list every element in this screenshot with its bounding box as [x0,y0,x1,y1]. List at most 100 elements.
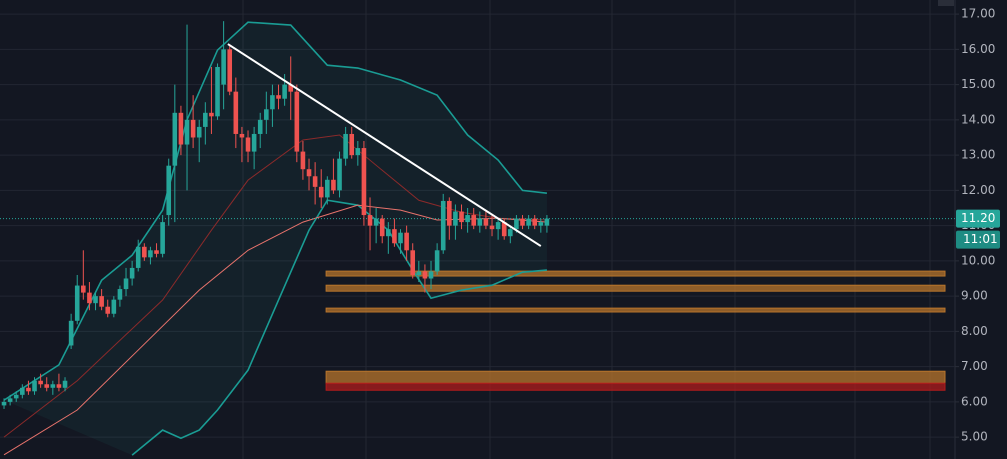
candle-body [239,133,245,138]
candle-body [135,246,141,268]
candle-body [142,246,147,258]
candle-body [172,112,178,166]
candle-body [74,285,80,321]
candle-body [221,49,226,85]
candle-body [245,137,251,152]
candle-body [7,398,13,402]
corner-button[interactable] [938,0,954,6]
candle-body [331,179,336,191]
candle-body [166,165,172,216]
candle-body [44,384,50,388]
candle-body [318,186,324,198]
candle-body [453,211,458,226]
candle-body [288,84,294,92]
y-tick-label: 7.00 [961,359,988,373]
zone [325,284,946,292]
candle-body [392,229,397,244]
candle-body [105,306,111,314]
candle-body [251,133,257,152]
candle-body [160,222,165,254]
candle-body [544,218,550,226]
candle-body [343,133,348,159]
candle-body [215,66,220,117]
candle-body [264,109,269,120]
candle-body [20,387,25,395]
candle-body [422,271,428,279]
candle-body [233,91,239,134]
y-tick-label: 6.00 [961,394,988,408]
candle-body [13,394,19,399]
candle-body [532,218,538,226]
candle-body [300,151,306,170]
candle-body [447,200,452,226]
y-tick-label: 10.00 [961,253,995,267]
candle-body [495,222,501,230]
y-tick-label: 9.00 [961,289,988,303]
candle-body [111,299,117,314]
candle-body [32,380,37,392]
candle-body [483,218,489,226]
candle-body [434,250,440,272]
price-tag [956,209,1000,228]
candle-body [38,380,43,385]
countdown-tag [956,230,1000,249]
candle-body [367,215,373,226]
candle-body [178,112,184,145]
y-tick-label: 8.00 [961,324,988,338]
candle-body [276,95,281,99]
candle-body [190,119,196,138]
countdown-label: 11:01 [963,232,998,246]
y-tick-label: 12.00 [961,183,995,197]
candle-body [93,296,98,304]
candle-body [404,232,409,251]
candle-body [68,320,74,346]
zone [325,307,946,313]
y-tick-label: 16.00 [961,42,995,56]
y-tick-label: 15.00 [961,77,995,91]
candle-body [50,384,56,388]
candle-body [87,292,92,304]
candle-body [373,218,379,226]
candle-body [361,148,367,216]
zone [325,370,946,384]
candle-body [477,218,483,226]
candle-body [184,119,190,145]
candle-body [508,229,513,237]
indicator-line [3,21,548,401]
candle-body [312,176,318,187]
candle-body [489,225,495,230]
zone [325,270,946,277]
candle-body [81,285,86,293]
candle-body [501,222,507,237]
candle-body [270,95,275,110]
candle-body [294,91,300,152]
candle-body [203,112,208,127]
y-tick-label: 14.00 [961,112,995,126]
candle-body [440,200,446,251]
candle-body [282,84,287,99]
candle-body [26,387,31,392]
y-tick-label: 13.00 [961,148,995,162]
candle-body [99,296,104,307]
candle-body [129,267,135,279]
candle-body [56,384,62,388]
candle-body [148,250,153,258]
candle-body [227,49,233,92]
candle-body [514,218,519,230]
candle-body [538,222,544,226]
candle-body [355,148,361,156]
candle-body [337,158,342,191]
candle-body [520,218,525,226]
candle-body [349,133,355,156]
candle-body [416,271,422,275]
candle-body [459,211,464,223]
band-fill [4,22,547,456]
candle-body [117,289,123,300]
candle-body [62,380,68,388]
candle-body [209,112,214,117]
price-tag-label: 11.20 [961,211,995,225]
candle-body [154,250,159,254]
candle-body [306,169,312,177]
candle-body [196,126,202,138]
